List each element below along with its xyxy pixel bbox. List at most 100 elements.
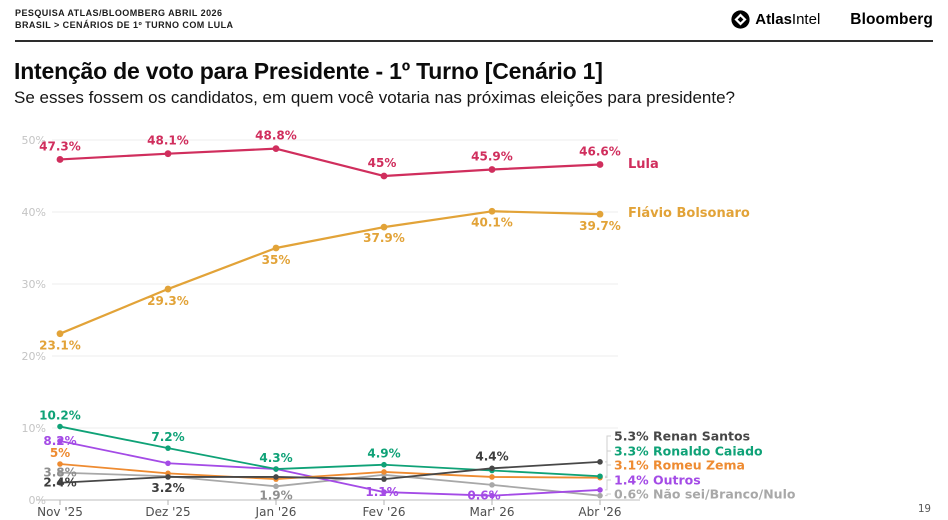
atlasintel-logo: AtlasIntel (731, 10, 820, 29)
point-value-label: 10.2% (39, 409, 81, 423)
series-end-label: Flávio Bolsonaro (628, 206, 750, 221)
point-value-label: 1.9% (259, 488, 292, 502)
series-line-renan-santos (59, 460, 601, 484)
series-line-lula (59, 147, 601, 178)
legend-row: 5.3% Renan Santos (614, 429, 750, 444)
data-point (381, 461, 387, 468)
data-point (57, 479, 63, 486)
point-value-label: 48.8% (255, 129, 297, 143)
x-axis-label: Jan '26 (255, 505, 297, 519)
data-point (489, 482, 495, 488)
data-point (273, 474, 279, 480)
point-value-label: 40.1% (471, 215, 513, 229)
x-axis-label: Abr '26 (578, 505, 621, 519)
survey-title: PESQUISA ATLAS/BLOOMBERG ABRIL 2026 (15, 8, 223, 18)
x-axis-label: Nov '25 (37, 505, 83, 519)
point-value-label: 4.3% (259, 451, 292, 465)
data-point (273, 483, 279, 490)
point-value-label: 23.1% (39, 339, 81, 353)
data-point (381, 489, 387, 495)
data-point (597, 487, 603, 493)
legend-row: 1.4% Outros (614, 473, 701, 488)
x-axis-label: Mar' 26 (469, 505, 514, 519)
y-axis-label: 20% (22, 350, 46, 363)
data-point (56, 330, 64, 338)
point-value-label: 0.6% (467, 489, 500, 503)
y-axis-label: 30% (22, 278, 46, 291)
data-point (165, 460, 171, 467)
data-point (57, 438, 63, 444)
point-value-label: 4.9% (367, 447, 400, 461)
point-value-label: 29.3% (147, 294, 189, 308)
point-value-label: 48.1% (147, 134, 189, 148)
y-axis-label: 50% (22, 134, 46, 147)
point-value-label: 1.1% (365, 485, 398, 499)
series-line-romeu-zema (59, 463, 601, 481)
point-value-label: 37.9% (363, 231, 405, 245)
data-point (57, 461, 63, 467)
legend-leader-line (605, 435, 611, 463)
point-value-label: 3.8% (43, 466, 76, 480)
page-header: PESQUISA ATLAS/BLOOMBERG ABRIL 2026 BRAS… (15, 7, 933, 31)
breadcrumb: BRASIL > CENÁRIOS DE 1º TURNO COM LULA (15, 20, 234, 30)
data-point (488, 166, 496, 173)
page-number: 19 (917, 502, 931, 515)
data-point (56, 156, 64, 163)
point-value-label: 45% (368, 156, 397, 170)
data-point (489, 492, 495, 499)
data-point (165, 445, 171, 451)
atlas-bold: Atlas (755, 11, 792, 28)
data-point (380, 172, 388, 180)
point-value-label: 7.2% (151, 430, 184, 444)
point-value-label: 8.2% (43, 434, 76, 448)
data-point (380, 223, 388, 231)
data-point (597, 459, 603, 465)
series-line-outros (59, 440, 601, 497)
data-point (165, 474, 171, 480)
point-value-label: 5% (50, 446, 70, 460)
page-subtitle: Se esses fossem os candidatos, em quem v… (14, 88, 735, 107)
x-axis-label: Dez '25 (145, 505, 190, 519)
point-value-label: 4.4% (475, 449, 508, 463)
series-end-label: Lula (628, 157, 659, 172)
data-point (488, 207, 496, 215)
data-point (381, 469, 387, 475)
data-point (489, 465, 495, 472)
data-point (164, 150, 172, 158)
data-point (596, 210, 604, 218)
data-point (489, 474, 495, 480)
point-value-label: 35% (262, 253, 291, 267)
header-divider (15, 40, 933, 42)
data-point (164, 285, 172, 293)
point-value-label: 46.6% (579, 144, 621, 158)
data-point (597, 473, 603, 480)
legend-leader-line (605, 493, 611, 497)
header-text: PESQUISA ATLAS/BLOOMBERG ABRIL 2026 BRAS… (15, 7, 233, 31)
logos: AtlasIntel Bloomberg (731, 10, 933, 29)
series-line-fl-vio-bolsonaro (59, 210, 601, 335)
point-value-label: 2.4% (43, 476, 76, 490)
data-point (381, 476, 387, 482)
data-point (273, 466, 279, 472)
atlas-light: Intel (791, 11, 821, 28)
data-point (597, 492, 603, 499)
y-axis-label: 40% (22, 206, 46, 219)
legend-leader-line (605, 464, 611, 479)
y-axis-label: 10% (22, 422, 46, 435)
legend-row: 0.6% Não sei/Branco/Nulo (614, 487, 796, 502)
atlasintel-wordmark: AtlasIntel (755, 11, 820, 28)
legend-leader-line (605, 450, 611, 477)
legend-leader-line (605, 479, 611, 491)
x-axis-label: Fev '26 (362, 505, 405, 519)
data-point (272, 145, 280, 153)
data-point (272, 244, 280, 252)
series-line-ronaldo-caiado (59, 425, 601, 478)
data-point (596, 161, 604, 168)
atlasintel-icon (731, 10, 750, 29)
data-point (57, 423, 63, 430)
point-value-label: 3.2% (151, 481, 184, 495)
page-title: Intenção de voto para Presidente - 1º Tu… (14, 58, 603, 84)
point-value-label: 39.7% (579, 219, 621, 233)
